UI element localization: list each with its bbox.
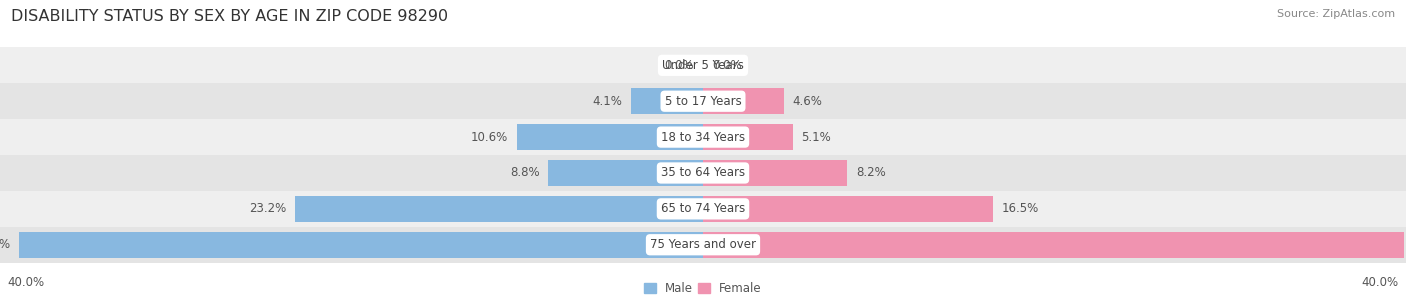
Text: 65 to 74 Years: 65 to 74 Years xyxy=(661,202,745,215)
Text: 16.5%: 16.5% xyxy=(1001,202,1039,215)
Text: 4.6%: 4.6% xyxy=(793,95,823,108)
Text: Under 5 Years: Under 5 Years xyxy=(662,59,744,72)
Bar xyxy=(703,88,785,114)
Text: 23.2%: 23.2% xyxy=(249,202,287,215)
Text: 40.0%: 40.0% xyxy=(1362,276,1399,289)
FancyBboxPatch shape xyxy=(0,47,1406,83)
Bar xyxy=(703,124,793,150)
Text: 18 to 34 Years: 18 to 34 Years xyxy=(661,131,745,143)
FancyBboxPatch shape xyxy=(0,155,1406,191)
Text: DISABILITY STATUS BY SEX BY AGE IN ZIP CODE 98290: DISABILITY STATUS BY SEX BY AGE IN ZIP C… xyxy=(11,9,449,24)
Text: Source: ZipAtlas.com: Source: ZipAtlas.com xyxy=(1277,9,1395,19)
Bar xyxy=(517,124,703,150)
Text: 5.1%: 5.1% xyxy=(801,131,831,143)
Bar xyxy=(548,160,703,186)
FancyBboxPatch shape xyxy=(0,191,1406,227)
Text: 8.2%: 8.2% xyxy=(856,167,886,179)
Text: 35 to 64 Years: 35 to 64 Years xyxy=(661,167,745,179)
Bar xyxy=(703,160,846,186)
Bar xyxy=(703,232,1405,258)
Text: 8.8%: 8.8% xyxy=(510,167,540,179)
Text: 5 to 17 Years: 5 to 17 Years xyxy=(665,95,741,108)
FancyBboxPatch shape xyxy=(0,119,1406,155)
FancyBboxPatch shape xyxy=(0,83,1406,119)
Text: 10.6%: 10.6% xyxy=(471,131,508,143)
Text: 40.0%: 40.0% xyxy=(7,276,44,289)
Bar xyxy=(631,88,703,114)
Bar xyxy=(703,196,993,222)
Bar xyxy=(20,232,703,258)
Text: 0.0%: 0.0% xyxy=(711,59,741,72)
Text: 0.0%: 0.0% xyxy=(665,59,695,72)
Text: 75 Years and over: 75 Years and over xyxy=(650,238,756,251)
FancyBboxPatch shape xyxy=(0,227,1406,263)
Text: 38.9%: 38.9% xyxy=(0,238,11,251)
Legend: Male, Female: Male, Female xyxy=(644,282,762,295)
Bar xyxy=(295,196,703,222)
Text: 4.1%: 4.1% xyxy=(592,95,621,108)
